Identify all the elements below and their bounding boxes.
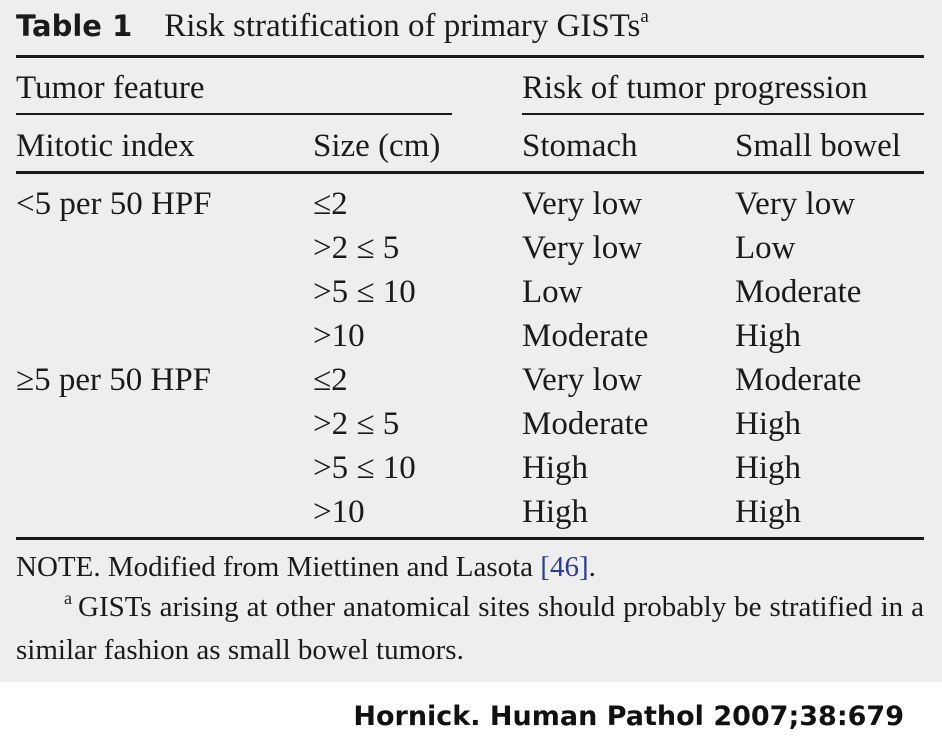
cell-mitotic: <5 per 50 HPF [16, 186, 212, 222]
cell-size: >2 ≤ 5 [313, 230, 400, 266]
cell-size: >10 [313, 494, 365, 530]
note-suffix: . [588, 551, 596, 583]
table-label: Table 1 [16, 9, 133, 43]
cell-stomach: High [522, 450, 588, 486]
cell-size: >2 ≤ 5 [313, 406, 400, 442]
tumor-feature-underline [16, 113, 452, 115]
cell-stomach: Very low [522, 186, 643, 222]
cell-stomach: High [522, 494, 588, 530]
table-footnote: a GISTs arising at other anatomical sites… [16, 587, 924, 670]
risk-underline [522, 113, 924, 115]
top-rule [16, 55, 924, 58]
cell-stomach: Very low [522, 230, 643, 266]
title-footnote-mark: a [640, 6, 649, 27]
cell-small-bowel: High [735, 450, 801, 486]
cell-small-bowel: Low [735, 230, 796, 266]
citation-link[interactable]: [46] [540, 551, 589, 583]
bottom-rule [16, 537, 924, 540]
cell-small-bowel: High [735, 406, 801, 442]
cell-size: >10 [313, 318, 365, 354]
column-header-small-bowel: Small bowel [735, 128, 901, 164]
cell-small-bowel: High [735, 494, 801, 530]
cell-small-bowel: Moderate [735, 362, 862, 398]
cell-stomach: Very low [522, 362, 643, 398]
footnote-text: GISTs arising at other anatomical sites … [16, 591, 924, 666]
cell-stomach: Moderate [522, 406, 649, 442]
table-title: Risk stratification of primary GISTs [164, 8, 641, 44]
column-header-size: Size (cm) [313, 128, 441, 164]
cell-mitotic: ≥5 per 50 HPF [16, 362, 212, 398]
column-header-stomach: Stomach [522, 128, 638, 164]
cell-size: ≤2 [313, 186, 348, 222]
cell-small-bowel: High [735, 318, 801, 354]
table-note: NOTE. Modified from Miettinen and Lasota… [16, 553, 596, 582]
footnote-mark: a [64, 588, 72, 608]
group-header-risk: Risk of tumor progression [522, 70, 868, 106]
cell-small-bowel: Very low [735, 186, 856, 222]
table-caption: Table 1 Risk stratification of primary GI… [16, 6, 649, 52]
group-header-tumor-feature: Tumor feature [16, 70, 205, 106]
note-prefix: NOTE. Modified from Miettinen and Lasota [16, 551, 541, 583]
cell-stomach: Low [522, 274, 583, 310]
header-rule [16, 171, 924, 174]
cell-size: ≤2 [313, 362, 348, 398]
cell-size: >5 ≤ 10 [313, 274, 416, 310]
source-credit: Hornick. Human Pathol 2007;38:679 [353, 701, 904, 732]
cell-size: >5 ≤ 10 [313, 450, 416, 486]
column-header-mitotic-index: Mitotic index [16, 128, 195, 164]
table-panel: Table 1 Risk stratification of primary GI… [0, 0, 942, 682]
cell-small-bowel: Moderate [735, 274, 862, 310]
cell-stomach: Moderate [522, 318, 649, 354]
